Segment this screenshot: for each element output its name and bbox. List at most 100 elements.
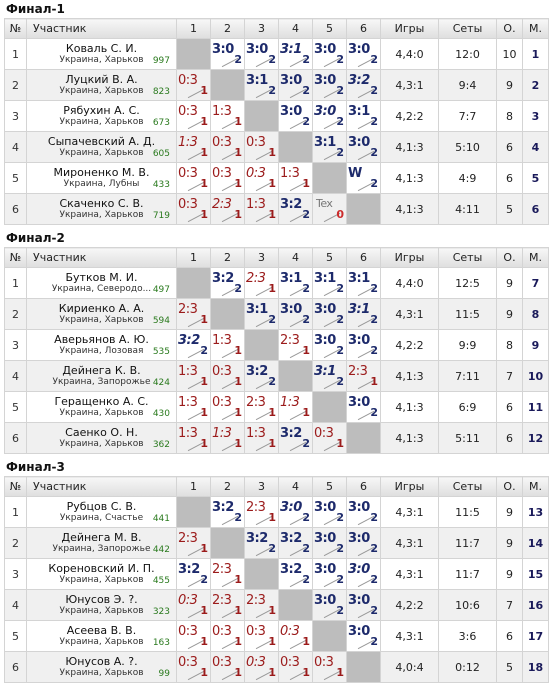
match-score[interactable]: 3:0 2 [347,529,381,556]
player-cell[interactable]: Сыпачевский А. Д. Украина, Харьков 605 [26,131,177,163]
match-score[interactable]: 0:3 1 [211,164,245,191]
match-score-cell[interactable]: 0:3 1 [210,360,245,392]
header-place[interactable]: М. [522,476,549,497]
player-cell[interactable]: Коваль С. И. Украина, Харьков 997 [26,38,177,70]
match-score-cell[interactable]: 1:3 1 [244,193,279,225]
header-col-1[interactable]: 1 [176,247,211,268]
match-score-cell[interactable]: 3:2 2 [176,329,211,361]
header-participant[interactable]: Участник [26,476,177,497]
player-name[interactable]: Скаченко С. В. [59,197,144,210]
match-score-cell[interactable]: 0:3 1 [210,162,245,194]
match-score[interactable]: 0:3 1 [279,622,313,649]
match-score-cell[interactable]: 3:0 2 [346,527,381,559]
match-score[interactable]: 0:3 1 [211,653,245,680]
header-col-5[interactable]: 5 [312,247,347,268]
match-score-cell[interactable]: 3:0 2 [346,391,381,423]
match-score[interactable]: 3:0 2 [313,40,347,67]
header-col-4[interactable]: 4 [278,247,313,268]
player-name[interactable]: Сыпачевский А. Д. [47,135,156,148]
match-score-cell[interactable]: 3:0 2 [312,496,347,528]
match-score-cell[interactable]: 0:3 1 [278,620,313,652]
match-score-cell[interactable]: 2:3 1 [244,496,279,528]
match-score-cell[interactable]: 2:3 1 [176,298,211,330]
match-score[interactable]: 3:2 2 [177,331,211,358]
match-score[interactable]: 0:3 1 [177,164,211,191]
match-score-cell[interactable]: 0:3 1 [278,651,313,683]
header-games[interactable]: Игры [380,247,439,268]
match-score[interactable]: 1:3 1 [245,424,279,451]
match-score-cell[interactable]: 3:0 2 [312,329,347,361]
match-score[interactable]: 3:2 2 [347,71,381,98]
match-score[interactable]: 3:0 2 [347,133,381,160]
header-col-3[interactable]: 3 [244,476,279,497]
match-score[interactable]: 2:3 1 [177,529,211,556]
match-score[interactable]: 3:1 2 [313,133,347,160]
match-score-cell[interactable]: 3:1 2 [244,69,279,101]
match-score[interactable]: 3:1 2 [279,40,313,67]
player-name[interactable]: Асеева В. В. [66,624,137,637]
match-score[interactable]: 2:3 1 [211,195,245,222]
player-cell[interactable]: Юнусов Э. ?. Украина, Харьков 323 [26,589,177,621]
match-score[interactable]: 3:1 2 [347,300,381,327]
match-score[interactable]: 0:3 1 [245,133,279,160]
match-score-cell[interactable]: 0:3 1 [210,620,245,652]
match-score[interactable]: 3:2 2 [245,529,279,556]
match-score-cell[interactable]: 3:0 2 [278,100,313,132]
match-score-cell[interactable]: 3:0 2 [312,100,347,132]
header-sets[interactable]: Сеты [438,476,497,497]
match-score[interactable]: 1:3 1 [211,331,245,358]
header-col-2[interactable]: 2 [210,247,245,268]
header-participant[interactable]: Участник [26,18,177,39]
header-col-3[interactable]: 3 [244,247,279,268]
match-score[interactable]: 3:2 2 [211,498,245,525]
match-score-cell[interactable]: 1:3 1 [278,162,313,194]
match-score[interactable]: 3:0 2 [347,498,381,525]
match-score[interactable]: 2:3 1 [211,560,245,587]
match-score[interactable]: 3:2 2 [279,560,313,587]
match-score[interactable]: 3:1 2 [313,362,347,389]
match-score-cell[interactable]: 0:3 1 [176,193,211,225]
match-score[interactable]: 3:0 2 [313,591,347,618]
player-name[interactable]: Рубцов С. В. [66,500,137,513]
match-score-cell[interactable]: 2:3 1 [244,391,279,423]
match-score-cell[interactable]: 0:3 1 [176,69,211,101]
header-participant[interactable]: Участник [26,247,177,268]
player-cell[interactable]: Юнусов А. ?. Украина, Харьков 99 [26,651,177,683]
match-score[interactable]: 3:0 2 [313,498,347,525]
match-score-cell[interactable]: 2:3 1 [346,360,381,392]
match-score[interactable]: 0:3 1 [245,164,279,191]
header-col-1[interactable]: 1 [176,476,211,497]
match-score[interactable]: 0:3 1 [211,133,245,160]
player-cell[interactable]: Геращенко А. С. Украина, Харьков 430 [26,391,177,423]
match-score-cell[interactable]: 3:0 2 [312,589,347,621]
match-score-cell[interactable]: 2:3 1 [210,589,245,621]
match-score[interactable]: 3:0 2 [313,560,347,587]
player-name[interactable]: Геращенко А. С. [54,395,149,408]
player-name[interactable]: Юнусов А. ?. [65,655,138,668]
match-score[interactable]: 0:3 1 [177,653,211,680]
match-score-cell[interactable]: 3:0 2 [244,38,279,70]
match-score-cell[interactable]: 0:3 1 [312,422,347,454]
match-score[interactable]: 3:0 2 [347,591,381,618]
match-score-cell[interactable]: 0:3 1 [176,620,211,652]
player-name[interactable]: Мироненко М. В. [53,166,150,179]
header-games[interactable]: Игры [380,18,439,39]
match-score-cell[interactable]: 3:0 2 [312,527,347,559]
match-score[interactable]: 2:3 1 [245,591,279,618]
player-cell[interactable]: Асеева В. В. Украина, Харьков 163 [26,620,177,652]
match-score-cell[interactable]: 3:0 2 [346,620,381,652]
header-points[interactable]: О. [496,18,523,39]
match-score[interactable]: 1:3 1 [177,424,211,451]
match-score[interactable]: 3:1 2 [279,269,313,296]
match-score-cell[interactable]: 3:1 2 [312,360,347,392]
match-score-cell[interactable]: 3:1 2 [312,131,347,163]
header-col-3[interactable]: 3 [244,18,279,39]
player-cell[interactable]: Скаченко С. В. Украина, Харьков 719 [26,193,177,225]
match-score-cell[interactable]: 3:0 2 [312,69,347,101]
match-score[interactable]: 0:3 1 [313,424,347,451]
match-score[interactable]: 2:3 1 [347,362,381,389]
header-games[interactable]: Игры [380,476,439,497]
match-score-cell[interactable]: 3:1 2 [346,100,381,132]
match-score[interactable]: 0:3 1 [177,102,211,129]
